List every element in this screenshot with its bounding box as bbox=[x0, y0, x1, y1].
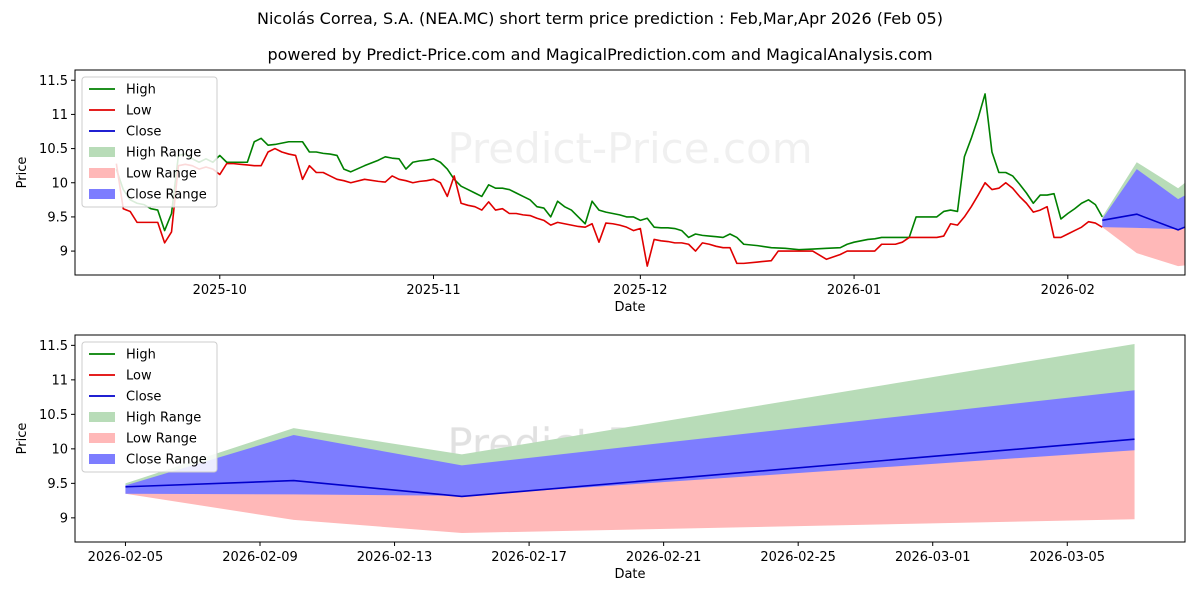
x-tick-label: 2025-10 bbox=[193, 283, 247, 298]
low-series-line bbox=[115, 147, 1103, 267]
legend-swatch-low_range bbox=[89, 433, 115, 443]
y-tick-label: 10 bbox=[51, 176, 68, 191]
y-axis-label: Price bbox=[15, 157, 30, 189]
y-tick-label: 10 bbox=[51, 442, 68, 457]
legend-label: Low bbox=[126, 104, 152, 119]
legend-label: Low bbox=[126, 369, 152, 384]
y-tick-label: 11.5 bbox=[39, 339, 68, 354]
x-tick-label: 2026-02-25 bbox=[760, 550, 836, 565]
chart-panel-2: Predict-Price.comPredict-Price.com99.510… bbox=[15, 334, 1186, 582]
legend-label: High Range bbox=[126, 146, 201, 161]
close-range-area bbox=[1102, 169, 1185, 230]
x-axis-label: Date bbox=[614, 567, 645, 582]
chart-title: Nicolás Correa, S.A. (NEA.MC) short term… bbox=[257, 9, 943, 28]
legend-swatch-close_range bbox=[89, 454, 115, 464]
x-tick-label: 2026-02-05 bbox=[88, 550, 164, 565]
x-tick-label: 2026-03-01 bbox=[895, 550, 971, 565]
x-tick-label: 2026-02-13 bbox=[357, 550, 433, 565]
y-tick-label: 9 bbox=[60, 511, 68, 526]
legend: High Low Close High Range Low Range Close Ran… bbox=[81, 341, 218, 473]
x-axis-label: Date bbox=[614, 300, 645, 315]
legend-swatch-high_range bbox=[89, 412, 115, 422]
x-tick-label: 2026-03-05 bbox=[1029, 550, 1105, 565]
legend-box bbox=[81, 76, 218, 208]
chart-panel-1: Predict-Price.com Predict-Price.com 9 9.5 10… bbox=[15, 69, 1186, 322]
y-tick-label: 9.5 bbox=[47, 477, 68, 492]
x-tick-label: 2026-02 bbox=[1041, 283, 1095, 298]
y-tick-label: 10.5 bbox=[39, 408, 68, 423]
watermark-bottom: Predict-Price.com bbox=[447, 273, 812, 322]
chart-subtitle: powered by Predict-Price.com and Magical… bbox=[267, 45, 933, 64]
close-series-line bbox=[125, 438, 1135, 498]
plot-frame bbox=[74, 69, 1186, 276]
high-series-line bbox=[115, 93, 1103, 251]
x-tick-label: 2026-01 bbox=[827, 283, 881, 298]
y-axis-label: Price bbox=[15, 423, 30, 455]
y-tick-label: 9 bbox=[60, 245, 68, 260]
x-tick-label: 2026-02-09 bbox=[222, 550, 298, 565]
legend-label: High bbox=[126, 83, 156, 98]
x-tick-label: 2026-02-17 bbox=[491, 550, 567, 565]
plot-area bbox=[115, 93, 1185, 267]
legend-label: Low Range bbox=[126, 167, 197, 182]
close-range-area bbox=[125, 390, 1135, 496]
legend-label: Low Range bbox=[126, 432, 197, 447]
legend-label: Close bbox=[126, 125, 161, 140]
watermark-top: Predict-Price.com bbox=[447, 124, 812, 173]
plot-frame bbox=[74, 334, 1186, 543]
legend-label: Close Range bbox=[126, 453, 207, 468]
legend-swatch-high_range bbox=[89, 147, 115, 157]
legend-label: Close bbox=[126, 390, 161, 405]
y-tick-label: 11.5 bbox=[39, 74, 68, 89]
legend-swatch-close_range bbox=[89, 189, 115, 199]
y-tick-label: 11 bbox=[51, 108, 68, 123]
legend: High Low Close High Range Low Range Close Ran… bbox=[81, 76, 218, 208]
plot-area bbox=[125, 343, 1135, 534]
y-tick-label: 11 bbox=[51, 373, 68, 388]
y-tick-label: 10.5 bbox=[39, 142, 68, 157]
x-tick-label: 2026-02-21 bbox=[626, 550, 702, 565]
legend-box bbox=[81, 341, 218, 473]
legend-swatch-low_range bbox=[89, 168, 115, 178]
close-series-line bbox=[1102, 213, 1185, 231]
x-tick-label: 2025-12 bbox=[613, 283, 667, 298]
legend-label: High Range bbox=[126, 411, 201, 426]
y-tick-label: 9.5 bbox=[47, 210, 68, 225]
legend-label: Close Range bbox=[126, 188, 207, 203]
legend-label: High bbox=[126, 348, 156, 363]
x-tick-label: 2025-11 bbox=[406, 283, 460, 298]
